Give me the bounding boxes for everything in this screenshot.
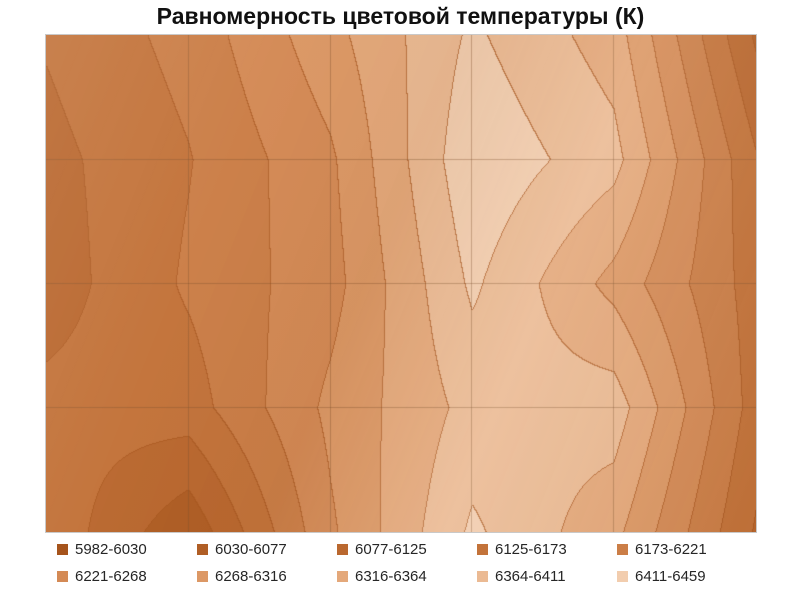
legend-label: 6316-6364 bbox=[355, 568, 427, 585]
legend-label: 6173-6221 bbox=[635, 541, 707, 558]
legend-label: 6077-6125 bbox=[355, 541, 427, 558]
plot-area bbox=[45, 34, 757, 533]
legend-item: 6316-6364 bbox=[337, 568, 477, 585]
legend-swatch bbox=[617, 571, 628, 582]
legend-label: 6125-6173 bbox=[495, 541, 567, 558]
legend-label: 5982-6030 bbox=[75, 541, 147, 558]
legend-label: 6364-6411 bbox=[495, 568, 566, 585]
contour-canvas bbox=[46, 35, 756, 532]
chart-legend: 5982-6030 6030-6077 6077-6125 6125-6173 6173… bbox=[57, 541, 757, 585]
legend-item: 6364-6411 bbox=[477, 568, 617, 585]
legend-item: 6030-6077 bbox=[197, 541, 337, 558]
legend-item: 6125-6173 bbox=[477, 541, 617, 558]
legend-label: 6268-6316 bbox=[215, 568, 287, 585]
legend-swatch bbox=[477, 544, 488, 555]
legend-swatch bbox=[617, 544, 628, 555]
legend-swatch bbox=[337, 544, 348, 555]
chart-title: Равномерность цветовой температуры (К) bbox=[156, 3, 645, 29]
legend-swatch bbox=[57, 544, 68, 555]
legend-swatch bbox=[57, 571, 68, 582]
legend-label: 6030-6077 bbox=[215, 541, 287, 558]
legend-label: 6411-6459 bbox=[635, 568, 706, 585]
legend-swatch bbox=[197, 544, 208, 555]
legend-item: 5982-6030 bbox=[57, 541, 197, 558]
legend-item: 6077-6125 bbox=[337, 541, 477, 558]
legend-swatch bbox=[337, 571, 348, 582]
legend-item: 6221-6268 bbox=[57, 568, 197, 585]
legend-item: 6173-6221 bbox=[617, 541, 757, 558]
legend-swatch bbox=[477, 571, 488, 582]
legend-item: 6411-6459 bbox=[617, 568, 757, 585]
legend-label: 6221-6268 bbox=[75, 568, 147, 585]
legend-item: 6268-6316 bbox=[197, 568, 337, 585]
legend-swatch bbox=[197, 571, 208, 582]
